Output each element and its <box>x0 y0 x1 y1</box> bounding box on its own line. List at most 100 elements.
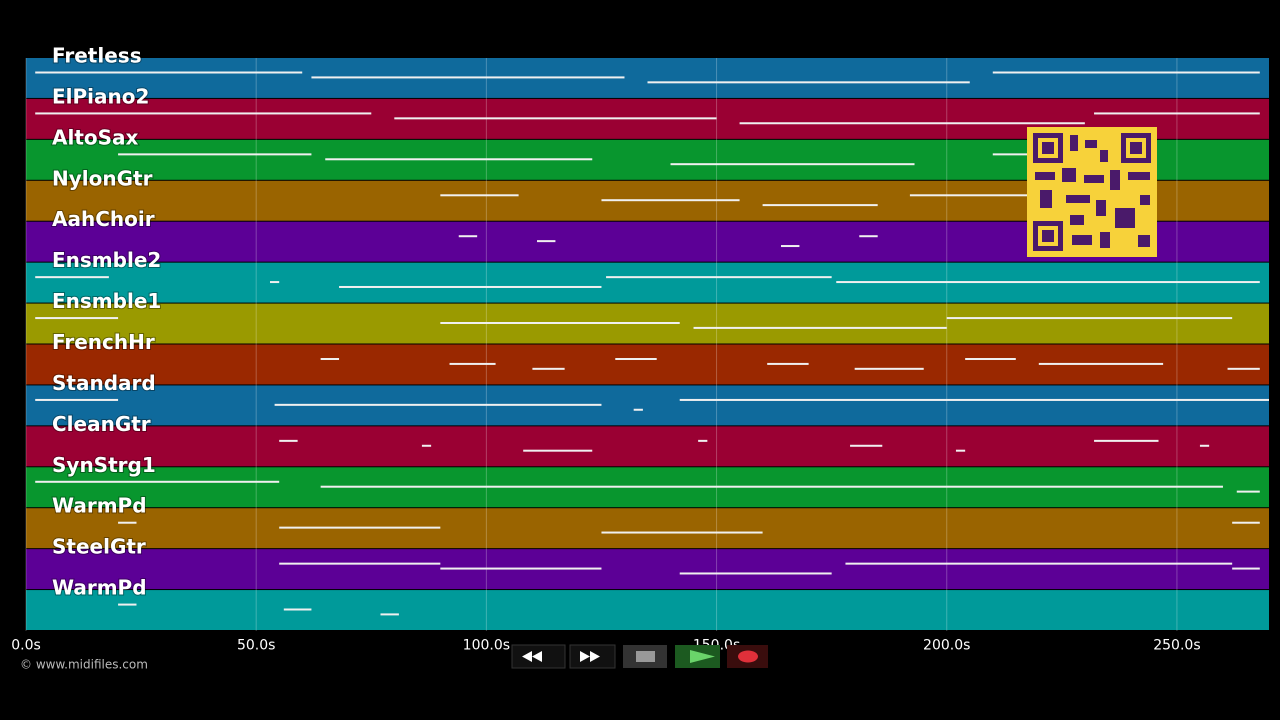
note <box>992 71 1260 74</box>
track-name: SteelGtr <box>52 535 146 559</box>
note <box>449 362 496 365</box>
track-name: FrenchHr <box>52 330 155 354</box>
track-name: AahChoir <box>52 207 155 231</box>
note <box>647 81 970 84</box>
note <box>1236 490 1260 493</box>
note <box>601 531 763 534</box>
note <box>946 317 1233 320</box>
note <box>836 281 1260 284</box>
track-band <box>26 549 1269 590</box>
note <box>440 194 519 197</box>
note <box>35 276 109 279</box>
note <box>35 398 119 401</box>
track-name: ElPiano2 <box>52 84 149 108</box>
track-name: Standard <box>52 371 156 395</box>
note <box>698 439 708 442</box>
note <box>670 163 915 166</box>
note <box>955 449 966 452</box>
track-name: WarmPd <box>52 494 147 518</box>
note <box>458 235 478 238</box>
track-band <box>26 426 1269 467</box>
note <box>118 603 137 606</box>
track-name: NylonGtr <box>52 166 153 190</box>
note <box>35 112 372 115</box>
notes <box>35 71 1269 616</box>
note <box>615 358 657 361</box>
x-tick-label: 250.0s <box>1153 638 1200 654</box>
note <box>339 285 602 288</box>
track-name: WarmPd <box>52 576 147 600</box>
track-name: CleanGtr <box>52 412 151 436</box>
note <box>1038 362 1164 365</box>
note <box>440 567 602 570</box>
note <box>679 398 1269 401</box>
note <box>325 158 593 161</box>
note <box>850 444 883 447</box>
note <box>1232 567 1260 570</box>
note <box>693 326 947 329</box>
note <box>274 403 602 406</box>
transport-controls <box>511 644 768 669</box>
note <box>311 76 625 79</box>
x-tick-label: 100.0s <box>463 638 510 654</box>
note <box>35 317 119 320</box>
note <box>118 153 312 156</box>
x-tick-label: 0.0s <box>11 638 41 654</box>
note <box>762 204 878 207</box>
note <box>909 194 1030 197</box>
note <box>854 367 924 370</box>
note <box>601 199 740 202</box>
rewind-button[interactable] <box>511 644 566 669</box>
copyright: © www.midifiles.com <box>20 658 148 672</box>
note <box>679 572 832 575</box>
note <box>279 562 441 565</box>
note <box>781 245 800 248</box>
stop-button[interactable] <box>623 645 667 668</box>
note <box>767 362 809 365</box>
note <box>1199 444 1210 447</box>
note <box>269 281 280 284</box>
note <box>1227 367 1260 370</box>
play-button[interactable] <box>675 645 720 668</box>
note <box>523 449 593 452</box>
note <box>537 240 556 243</box>
note <box>320 485 1223 488</box>
note <box>279 526 441 529</box>
track-name: AltoSax <box>52 125 139 149</box>
track-name: Ensmble1 <box>52 289 161 313</box>
x-tick-label: 50.0s <box>237 638 275 654</box>
note <box>532 367 565 370</box>
note <box>1094 112 1260 115</box>
note <box>35 480 280 483</box>
note <box>965 358 1016 361</box>
track-band <box>26 58 1269 98</box>
track-name: SynStrg1 <box>52 453 156 477</box>
x-tick-label: 200.0s <box>923 638 970 654</box>
labels: Fretless ElPiano2 AltoSax NylonGtr AahChoir E… <box>51 43 162 601</box>
forward-button[interactable] <box>569 644 616 669</box>
note <box>118 521 137 524</box>
note <box>633 408 643 411</box>
record-button[interactable] <box>727 645 768 668</box>
note <box>283 608 312 611</box>
note <box>1094 439 1159 442</box>
track-band <box>26 385 1269 426</box>
note <box>35 71 303 74</box>
note <box>279 439 298 442</box>
note <box>421 444 432 447</box>
note <box>394 117 717 120</box>
track-band <box>26 590 1269 630</box>
note <box>1232 521 1260 524</box>
note <box>739 122 1085 125</box>
note <box>440 321 680 324</box>
grid <box>25 58 1178 631</box>
track-name: Ensmble2 <box>52 248 161 272</box>
note <box>845 562 1233 565</box>
note <box>606 276 832 279</box>
qr-code <box>1027 127 1157 257</box>
note <box>380 613 399 616</box>
note <box>859 235 878 238</box>
track-band <box>26 508 1269 549</box>
